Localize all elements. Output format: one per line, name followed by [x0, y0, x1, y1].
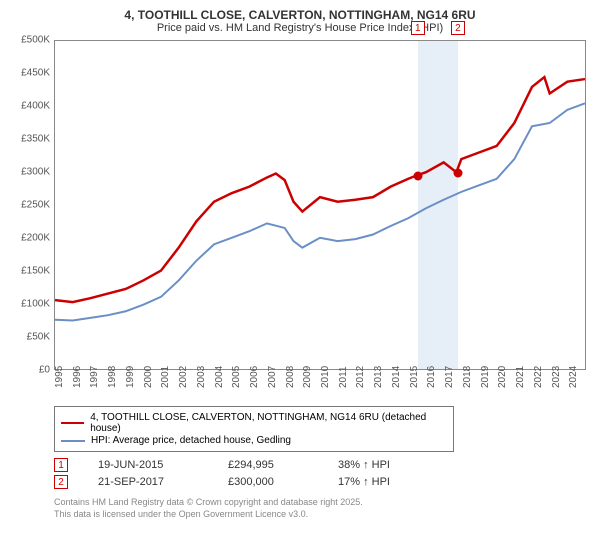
- legend-swatch: [61, 422, 84, 424]
- y-tick-label: £100K: [21, 299, 50, 310]
- footer-line: Contains HM Land Registry data © Crown c…: [54, 497, 580, 509]
- x-tick-label: 2016: [426, 366, 437, 388]
- x-tick-label: 2001: [160, 366, 171, 388]
- chart-lines: [55, 41, 585, 369]
- x-tick-label: 2008: [285, 366, 296, 388]
- x-tick-label: 2022: [533, 366, 544, 388]
- plot-region: 12: [54, 40, 586, 370]
- x-tick-label: 2014: [391, 366, 402, 388]
- legend: 4, TOOTHILL CLOSE, CALVERTON, NOTTINGHAM…: [54, 406, 454, 452]
- y-tick-label: £150K: [21, 266, 50, 277]
- transaction-marker: 1: [54, 458, 68, 472]
- x-tick-label: 2018: [462, 366, 473, 388]
- x-tick-label: 2007: [267, 366, 278, 388]
- x-tick-label: 2020: [497, 366, 508, 388]
- x-tick-label: 1998: [107, 366, 118, 388]
- transaction-date: 19-JUN-2015: [98, 459, 198, 471]
- y-tick-label: £400K: [21, 101, 50, 112]
- x-tick-label: 1999: [125, 366, 136, 388]
- transaction-dot: [413, 172, 422, 181]
- legend-item: 4, TOOTHILL CLOSE, CALVERTON, NOTTINGHAM…: [61, 412, 447, 434]
- y-tick-label: £450K: [21, 68, 50, 79]
- x-tick-label: 2006: [249, 366, 260, 388]
- transaction-delta: 17% ↑ HPI: [338, 476, 390, 488]
- x-tick-label: 2015: [409, 366, 420, 388]
- x-tick-label: 2024: [568, 366, 579, 388]
- x-tick-label: 2002: [178, 366, 189, 388]
- transaction-row: 1 19-JUN-2015 £294,995 38% ↑ HPI: [54, 458, 580, 472]
- x-tick-label: 2011: [338, 366, 349, 388]
- x-tick-label: 2003: [196, 366, 207, 388]
- legend-label: HPI: Average price, detached house, Gedl…: [91, 435, 291, 446]
- transaction-row: 2 21-SEP-2017 £300,000 17% ↑ HPI: [54, 475, 580, 489]
- transaction-delta: 38% ↑ HPI: [338, 459, 390, 471]
- transaction-table: 1 19-JUN-2015 £294,995 38% ↑ HPI 2 21-SEP-201…: [54, 458, 580, 489]
- chart-title: 4, TOOTHILL CLOSE, CALVERTON, NOTTINGHAM…: [10, 8, 590, 22]
- transaction-date: 21-SEP-2017: [98, 476, 198, 488]
- footer-line: This data is licensed under the Open Gov…: [54, 509, 580, 521]
- x-tick-label: 2000: [143, 366, 154, 388]
- transaction-marker-2: 2: [451, 21, 465, 35]
- x-tick-label: 2004: [214, 366, 225, 388]
- x-tick-label: 2013: [373, 366, 384, 388]
- chart-subtitle: Price paid vs. HM Land Registry's House …: [10, 22, 590, 34]
- x-tick-label: 2009: [302, 366, 313, 388]
- legend-swatch: [61, 440, 85, 442]
- y-tick-label: £350K: [21, 134, 50, 145]
- x-tick-label: 2012: [355, 366, 366, 388]
- y-tick-label: £250K: [21, 200, 50, 211]
- y-tick-label: £200K: [21, 233, 50, 244]
- chart-area: £0 £50K £100K £150K £200K £250K £300K £350K £400…: [10, 40, 590, 400]
- x-tick-label: 2017: [444, 366, 455, 388]
- legend-label: 4, TOOTHILL CLOSE, CALVERTON, NOTTINGHAM…: [90, 412, 447, 434]
- x-tick-label: 2021: [515, 366, 526, 388]
- transaction-price: £300,000: [228, 476, 308, 488]
- x-tick-label: 2019: [480, 366, 491, 388]
- y-tick-label: £50K: [27, 332, 50, 343]
- transaction-price: £294,995: [228, 459, 308, 471]
- x-tick-label: 2010: [320, 366, 331, 388]
- transaction-marker-1: 1: [411, 21, 425, 35]
- x-tick-label: 1995: [54, 366, 65, 388]
- x-tick-label: 1996: [72, 366, 83, 388]
- x-tick-label: 1997: [89, 366, 100, 388]
- y-tick-label: £0: [39, 365, 50, 376]
- x-tick-label: 2005: [231, 366, 242, 388]
- y-tick-label: £300K: [21, 167, 50, 178]
- transaction-marker: 2: [54, 475, 68, 489]
- series-line-price_paid: [55, 77, 585, 302]
- y-tick-label: £500K: [21, 35, 50, 46]
- x-tick-label: 2023: [551, 366, 562, 388]
- footer-attribution: Contains HM Land Registry data © Crown c…: [54, 497, 580, 520]
- legend-item: HPI: Average price, detached house, Gedl…: [61, 435, 447, 446]
- transaction-dot: [453, 169, 462, 178]
